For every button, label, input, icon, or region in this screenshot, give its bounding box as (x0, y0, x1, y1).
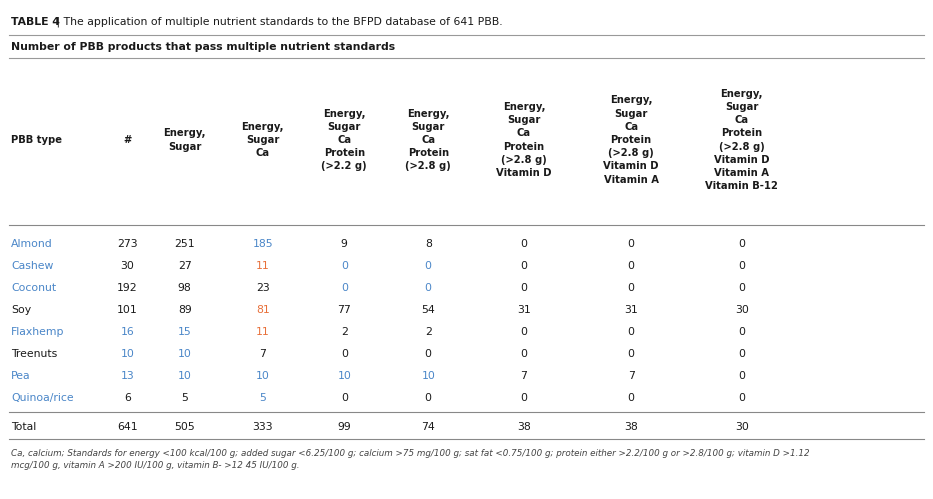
Text: 0: 0 (738, 261, 745, 271)
Text: 0: 0 (425, 393, 432, 403)
Text: 0: 0 (628, 327, 634, 337)
Text: 11: 11 (256, 327, 270, 337)
Text: Energy,
Sugar
Ca
Protein
(>2.8 g): Energy, Sugar Ca Protein (>2.8 g) (405, 109, 452, 171)
Text: PBB type: PBB type (11, 135, 63, 145)
Text: 0: 0 (738, 327, 745, 337)
Text: 0: 0 (341, 261, 348, 271)
Text: 0: 0 (628, 239, 634, 249)
Text: 10: 10 (178, 349, 191, 359)
Text: 31: 31 (624, 305, 638, 315)
Text: 0: 0 (425, 283, 432, 293)
Text: 2: 2 (341, 327, 348, 337)
Text: 11: 11 (256, 261, 270, 271)
Text: 10: 10 (120, 349, 134, 359)
Text: 23: 23 (256, 283, 270, 293)
Text: 192: 192 (117, 283, 138, 293)
Text: Energy,
Sugar
Ca
Protein
(>2.8 g)
Vitamin D
Vitamin A: Energy, Sugar Ca Protein (>2.8 g) Vitami… (604, 95, 659, 185)
Text: Coconut: Coconut (11, 283, 56, 293)
Text: 0: 0 (738, 371, 745, 381)
Text: 98: 98 (178, 283, 191, 293)
Text: 0: 0 (425, 349, 432, 359)
Text: Energy,
Sugar
Ca: Energy, Sugar Ca (242, 122, 284, 158)
Text: Energy,
Sugar
Ca
Protein
(>2.2 g): Energy, Sugar Ca Protein (>2.2 g) (322, 109, 367, 171)
Text: Cashew: Cashew (11, 261, 53, 271)
Text: 0: 0 (628, 283, 634, 293)
Text: Pea: Pea (11, 371, 31, 381)
Text: 7: 7 (521, 371, 527, 381)
Text: 0: 0 (628, 261, 634, 271)
Text: 38: 38 (517, 422, 531, 432)
Text: Ca, calcium; Standards for energy <100 kcal/100 g; added sugar <6.25/100 g; calc: Ca, calcium; Standards for energy <100 k… (11, 449, 810, 471)
Text: 16: 16 (120, 327, 134, 337)
Text: 185: 185 (252, 239, 273, 249)
Text: 0: 0 (738, 349, 745, 359)
Text: 15: 15 (178, 327, 191, 337)
Text: Energy,
Sugar
Ca
Protein
(>2.8 g)
Vitamin D
Vitamin A
Vitamin B-12: Energy, Sugar Ca Protein (>2.8 g) Vitami… (705, 89, 778, 191)
Text: 30: 30 (735, 422, 748, 432)
Text: Soy: Soy (11, 305, 32, 315)
Text: 31: 31 (517, 305, 531, 315)
Text: 5: 5 (259, 393, 266, 403)
Text: 0: 0 (521, 349, 527, 359)
Text: 101: 101 (117, 305, 138, 315)
Text: 0: 0 (521, 283, 527, 293)
Text: Flaxhemp: Flaxhemp (11, 327, 64, 337)
Text: 5: 5 (181, 393, 188, 403)
Text: 273: 273 (117, 239, 138, 249)
Text: 251: 251 (174, 239, 195, 249)
Text: 0: 0 (628, 393, 634, 403)
Text: 505: 505 (174, 422, 195, 432)
Text: 13: 13 (120, 371, 134, 381)
Text: Energy,
Sugar
Ca
Protein
(>2.8 g)
Vitamin D: Energy, Sugar Ca Protein (>2.8 g) Vitami… (496, 102, 551, 178)
Text: 0: 0 (521, 261, 527, 271)
Text: 27: 27 (178, 261, 191, 271)
Text: 77: 77 (338, 305, 351, 315)
Text: 0: 0 (738, 239, 745, 249)
Text: Number of PBB products that pass multiple nutrient standards: Number of PBB products that pass multipl… (11, 42, 396, 52)
Text: 0: 0 (341, 349, 348, 359)
Text: 7: 7 (628, 371, 634, 381)
Text: Quinoa/rice: Quinoa/rice (11, 393, 74, 403)
Text: 8: 8 (425, 239, 432, 249)
Text: 0: 0 (738, 283, 745, 293)
Text: | The application of multiple nutrient standards to the BFPD database of 641 PBB: | The application of multiple nutrient s… (53, 17, 503, 27)
Text: TABLE 4: TABLE 4 (11, 17, 60, 27)
Text: 10: 10 (256, 371, 270, 381)
Text: 54: 54 (422, 305, 435, 315)
Text: 99: 99 (338, 422, 351, 432)
Text: 6: 6 (124, 393, 131, 403)
Text: 641: 641 (117, 422, 138, 432)
Text: 10: 10 (178, 371, 191, 381)
Text: 7: 7 (259, 349, 266, 359)
Text: 2: 2 (425, 327, 432, 337)
Text: 74: 74 (422, 422, 435, 432)
Text: 0: 0 (628, 349, 634, 359)
Text: 0: 0 (738, 393, 745, 403)
Text: 0: 0 (521, 393, 527, 403)
Text: Almond: Almond (11, 239, 53, 249)
Text: Energy,
Sugar: Energy, Sugar (163, 128, 206, 152)
Text: 333: 333 (252, 422, 273, 432)
Text: Total: Total (11, 422, 36, 432)
Text: 0: 0 (521, 239, 527, 249)
Text: 30: 30 (735, 305, 748, 315)
Text: #: # (123, 135, 132, 145)
Text: 89: 89 (178, 305, 191, 315)
Text: 9: 9 (341, 239, 348, 249)
Text: 0: 0 (341, 283, 348, 293)
Text: 30: 30 (120, 261, 134, 271)
Text: 0: 0 (425, 261, 432, 271)
Text: 81: 81 (256, 305, 270, 315)
Text: 0: 0 (341, 393, 348, 403)
Text: Treenuts: Treenuts (11, 349, 58, 359)
Text: 10: 10 (338, 371, 351, 381)
Text: 0: 0 (521, 327, 527, 337)
Text: 38: 38 (624, 422, 638, 432)
Text: 10: 10 (422, 371, 435, 381)
